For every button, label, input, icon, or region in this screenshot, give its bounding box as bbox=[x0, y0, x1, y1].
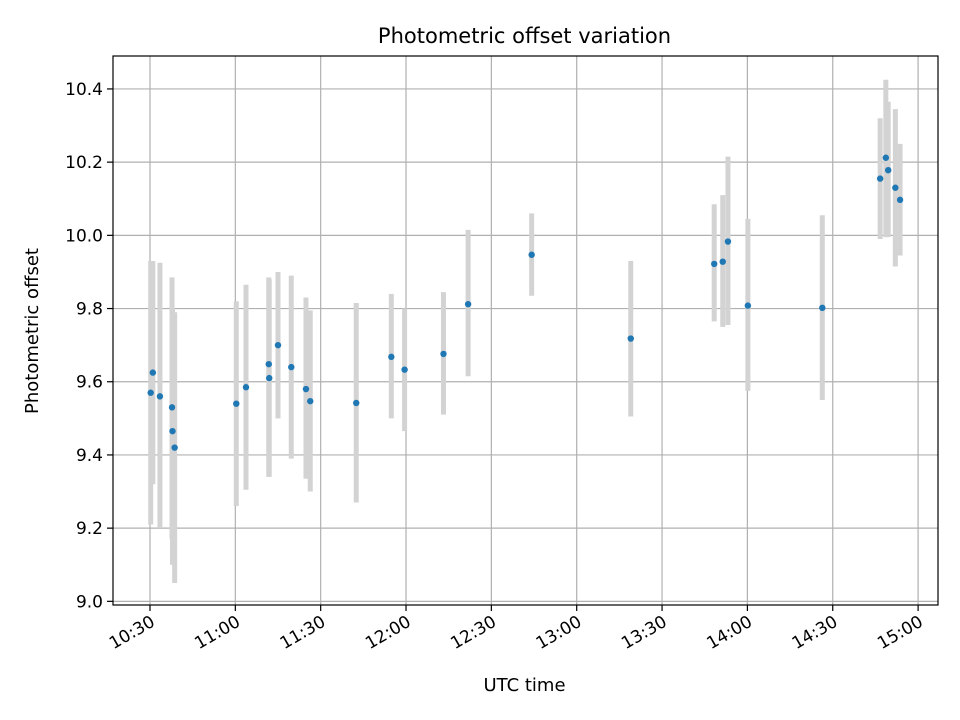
y-tick-label: 9.0 bbox=[76, 592, 103, 612]
data-point bbox=[274, 341, 282, 349]
y-tick-label: 9.6 bbox=[76, 373, 103, 393]
data-point bbox=[353, 399, 360, 407]
y-tick-label: 10.2 bbox=[65, 153, 103, 173]
data-point bbox=[233, 400, 240, 407]
y-tick-label: 9.8 bbox=[76, 300, 103, 320]
y-tick-label: 10.4 bbox=[65, 80, 103, 100]
data-point bbox=[896, 196, 904, 204]
y-tick-label: 9.2 bbox=[76, 519, 103, 539]
data-points bbox=[147, 154, 904, 451]
data-point bbox=[242, 384, 250, 391]
data-point bbox=[724, 238, 732, 245]
data-point bbox=[744, 302, 752, 309]
data-point bbox=[169, 427, 176, 435]
data-point bbox=[892, 184, 899, 191]
data-point bbox=[307, 397, 314, 405]
y-axis-label: Photometric offset bbox=[22, 248, 43, 414]
data-point bbox=[882, 154, 890, 161]
data-point bbox=[149, 369, 157, 376]
x-axis-label: UTC time bbox=[483, 675, 565, 696]
data-point bbox=[171, 444, 178, 451]
data-point bbox=[627, 335, 634, 342]
data-point bbox=[266, 374, 273, 382]
y-tick-label: 10.0 bbox=[65, 226, 103, 246]
y-axis-ticks: 9.0 9.2 9.4 9.6 9.8 10.0 10.2 10.4 bbox=[65, 80, 113, 612]
data-point bbox=[288, 363, 295, 371]
data-point bbox=[401, 366, 408, 373]
grid bbox=[113, 56, 938, 605]
plot-frame bbox=[112, 55, 939, 606]
data-point bbox=[819, 304, 826, 312]
data-point bbox=[885, 166, 892, 174]
data-point bbox=[711, 260, 718, 268]
data-point bbox=[440, 350, 447, 358]
chart-title: Photometric offset variation bbox=[378, 24, 671, 48]
data-point bbox=[147, 389, 154, 396]
data-point bbox=[265, 360, 272, 368]
data-point bbox=[388, 353, 395, 361]
data-point bbox=[876, 175, 884, 182]
data-point bbox=[528, 251, 535, 258]
data-point bbox=[302, 385, 310, 393]
y-tick-label: 9.4 bbox=[76, 446, 103, 466]
data-point bbox=[719, 258, 726, 265]
data-point bbox=[168, 404, 176, 411]
data-point bbox=[464, 300, 472, 308]
data-point bbox=[156, 393, 164, 400]
